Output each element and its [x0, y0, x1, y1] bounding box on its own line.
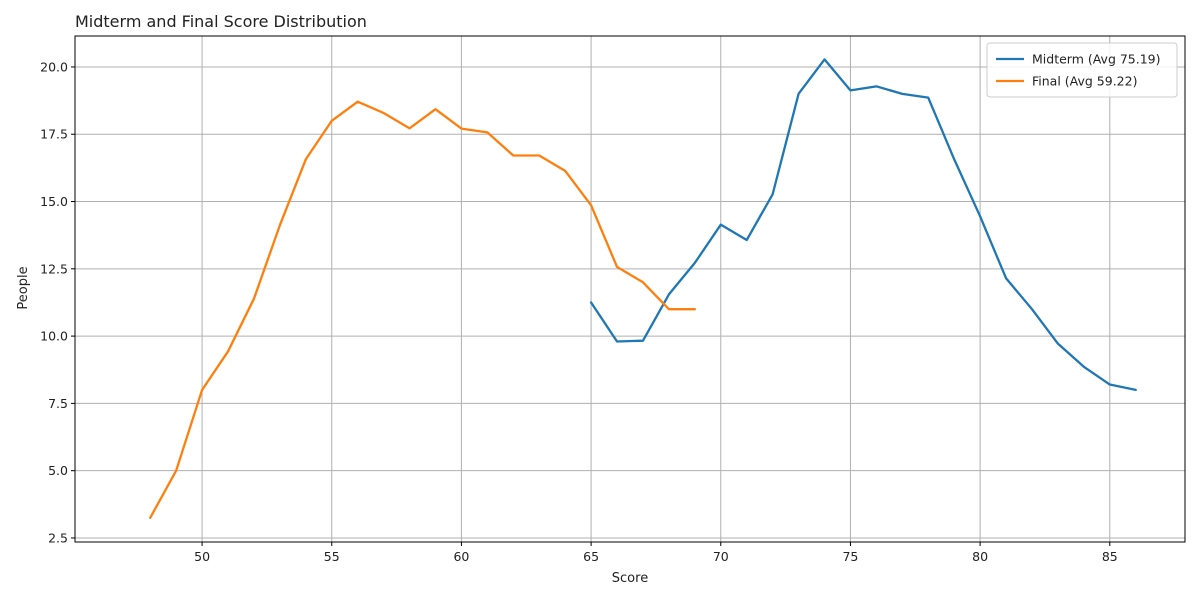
axis-ticks: 50 55 60 65 70 75 80 85 2.5 5.0 7.5 10.0 12.5 15.0 17.… — [40, 59, 1118, 564]
legend-entry: Final (Avg 59.22) — [1032, 74, 1137, 89]
y-tick-label: 7.5 — [48, 396, 68, 411]
y-tick-label: 15.0 — [40, 194, 68, 209]
series-line-midterm — [589, 58, 1137, 392]
x-tick-label: 80 — [972, 549, 988, 564]
y-axis-label: People — [16, 266, 31, 309]
y-tick-label: 2.5 — [48, 530, 68, 545]
plot-area-frame — [74, 35, 1186, 543]
y-tick-label: 5.0 — [48, 463, 68, 478]
x-tick-label: 65 — [583, 549, 599, 564]
y-tick-label: 17.5 — [40, 127, 68, 142]
legend-entry: Midterm (Avg 75.19) — [1032, 52, 1161, 67]
x-tick-label: 85 — [1102, 549, 1118, 564]
x-tick-label: 75 — [842, 549, 858, 564]
y-tick-label: 20.0 — [40, 59, 68, 74]
legend-box — [986, 42, 1178, 98]
x-tick-label: 70 — [713, 549, 729, 564]
x-tick-label: 50 — [194, 549, 210, 564]
series-lines — [149, 58, 1137, 519]
series-line-final — [149, 100, 696, 519]
y-tick-label: 12.5 — [40, 261, 68, 276]
chart-title: Midterm and Final Score Distribution — [75, 12, 367, 31]
x-tick-label: 60 — [453, 549, 469, 564]
grid-lines — [75, 36, 1185, 542]
y-tick-label: 10.0 — [40, 329, 68, 344]
legend: Midterm (Avg 75.19) Final (Avg 59.22) — [986, 42, 1178, 98]
x-axis-label: Score — [612, 571, 648, 586]
x-tick-label: 55 — [324, 549, 340, 564]
